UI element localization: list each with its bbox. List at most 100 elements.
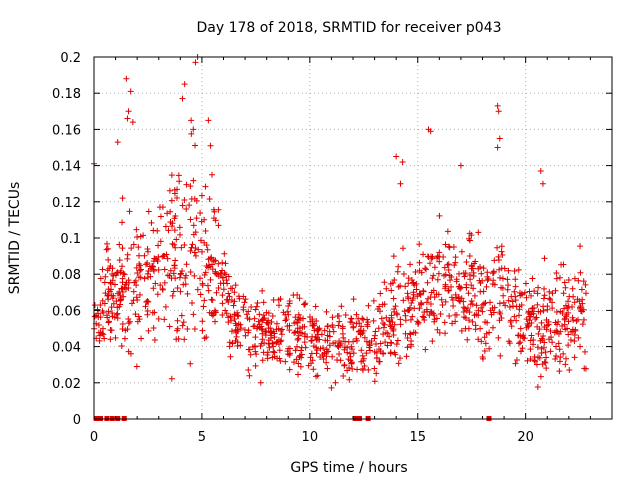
data-point xyxy=(490,309,497,316)
data-point xyxy=(135,244,142,251)
data-point xyxy=(326,333,333,340)
data-point xyxy=(417,290,424,297)
data-point xyxy=(151,337,158,344)
data-point xyxy=(435,270,442,277)
data-point xyxy=(177,288,184,295)
data-point xyxy=(460,298,467,305)
data-point xyxy=(434,276,441,283)
data-point xyxy=(255,318,262,325)
data-point xyxy=(457,162,464,169)
data-point xyxy=(189,241,196,248)
data-point xyxy=(169,223,176,230)
data-point xyxy=(555,318,562,325)
data-point xyxy=(499,285,506,292)
data-point xyxy=(415,321,422,328)
data-point xyxy=(534,301,541,308)
data-point xyxy=(141,275,148,282)
data-point xyxy=(198,218,205,225)
data-point xyxy=(155,266,162,273)
data-point xyxy=(355,315,362,322)
data-point xyxy=(427,301,434,308)
data-point xyxy=(414,318,421,325)
data-point xyxy=(388,340,395,347)
data-point xyxy=(453,311,460,318)
data-point xyxy=(294,325,301,332)
data-point xyxy=(231,289,238,296)
data-point xyxy=(94,306,101,313)
data-point xyxy=(446,312,453,319)
data-point xyxy=(133,282,140,289)
data-point xyxy=(558,261,565,268)
data-point xyxy=(528,332,535,339)
data-point xyxy=(448,283,455,290)
data-point xyxy=(504,276,511,283)
data-point xyxy=(463,307,470,314)
data-point xyxy=(455,283,462,290)
data-point xyxy=(538,319,545,326)
data-point xyxy=(173,236,180,243)
data-point xyxy=(401,308,408,315)
data-point xyxy=(324,365,331,372)
data-point xyxy=(204,246,211,253)
data-point xyxy=(285,311,292,318)
data-point xyxy=(230,302,237,309)
data-point xyxy=(142,303,149,310)
data-point xyxy=(286,345,293,352)
data-point xyxy=(482,340,489,347)
data-point xyxy=(130,288,137,295)
data-point xyxy=(228,317,235,324)
data-point xyxy=(229,340,236,347)
y-tick-label: 0 xyxy=(73,413,81,428)
data-point xyxy=(192,229,199,236)
data-point xyxy=(119,245,126,252)
data-point xyxy=(540,295,547,302)
data-point xyxy=(164,210,171,217)
data-point xyxy=(384,342,391,349)
data-point xyxy=(482,299,489,306)
data-point xyxy=(582,365,589,372)
x-axis-ticks: 0 5 10 15 20 xyxy=(90,57,613,445)
data-point xyxy=(527,337,534,344)
data-point xyxy=(114,315,121,322)
data-point xyxy=(234,312,241,319)
data-point xyxy=(436,329,443,336)
data-point xyxy=(564,305,571,312)
data-point xyxy=(251,315,258,322)
data-point xyxy=(189,299,196,306)
data-point xyxy=(242,332,249,339)
data-point xyxy=(371,332,378,339)
data-point xyxy=(559,309,566,316)
data-point xyxy=(235,321,242,328)
data-point xyxy=(335,322,342,329)
data-point xyxy=(137,262,144,269)
data-point xyxy=(181,241,188,248)
data-point xyxy=(123,75,130,82)
data-point xyxy=(543,354,550,361)
data-point xyxy=(276,347,283,354)
data-point xyxy=(412,268,419,275)
data-point xyxy=(395,283,402,290)
data-point xyxy=(184,325,191,332)
data-point xyxy=(392,303,399,310)
data-point xyxy=(468,297,475,304)
data-point xyxy=(556,368,563,375)
data-point xyxy=(419,313,426,320)
data-point xyxy=(386,318,393,325)
data-point xyxy=(469,318,476,325)
data-point xyxy=(495,334,502,341)
data-point xyxy=(121,271,128,278)
data-point xyxy=(188,130,195,137)
data-point xyxy=(381,279,388,286)
data-point xyxy=(100,309,107,316)
data-point xyxy=(581,348,588,355)
data-point xyxy=(136,267,143,274)
data-point xyxy=(132,311,139,318)
data-point xyxy=(177,231,184,238)
data-point xyxy=(260,299,267,306)
data-point xyxy=(409,313,416,320)
data-point xyxy=(424,279,431,286)
data-point xyxy=(462,270,469,277)
data-point xyxy=(187,216,194,223)
data-point xyxy=(496,300,503,307)
data-point xyxy=(99,325,106,332)
